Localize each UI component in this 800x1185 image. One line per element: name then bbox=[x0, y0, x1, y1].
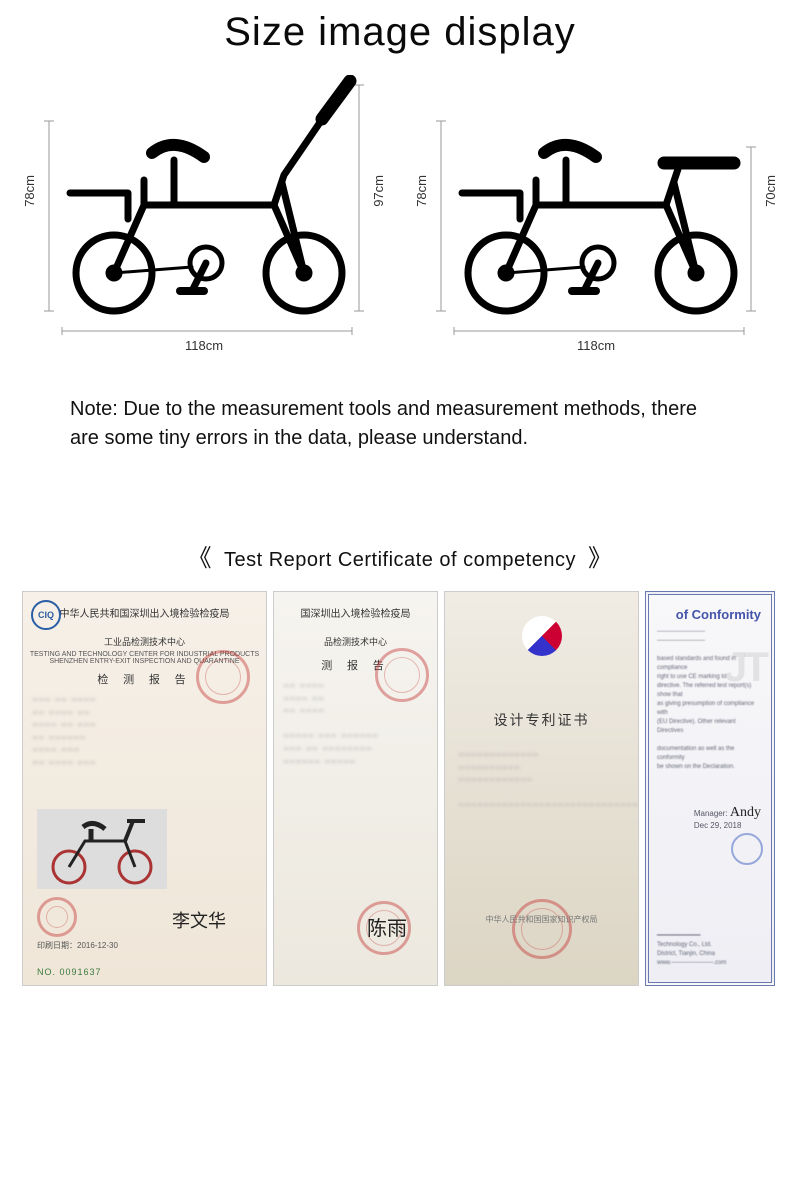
blue-stamp-icon bbox=[731, 833, 763, 865]
dim-left: 78cm bbox=[22, 175, 37, 207]
ciq-badge-icon: CIQ bbox=[31, 600, 61, 630]
cert1-subtitle: 工业品检测技术中心 bbox=[23, 637, 266, 649]
certificate-2: 国深圳出入境检验检疫局 品检测技术中心 测 报 告 ━━ ━━━━━━━━ ━━… bbox=[273, 591, 438, 986]
certificate-1: CIQ 中华人民共和国深圳出入境检验检疫局 工业品检测技术中心 TESTING … bbox=[22, 591, 267, 986]
cert4-title: of Conformity bbox=[649, 595, 771, 622]
page-title: Size image display bbox=[0, 0, 800, 75]
bike-thumbnail bbox=[37, 809, 167, 889]
cert2-title: 国深圳出入境检验检疫局 bbox=[274, 608, 437, 621]
measurement-note: Note: Due to the measurement tools and m… bbox=[0, 355, 800, 453]
red-stamp-icon bbox=[375, 648, 429, 702]
cert1-number: NO. 0091637 bbox=[37, 967, 102, 977]
red-stamp-icon bbox=[512, 899, 572, 959]
red-stamp-icon bbox=[37, 897, 77, 937]
cert4-date: Dec 29, 2018 bbox=[694, 821, 742, 830]
cert1-date-label: 印刷日期：2016-12-30 bbox=[37, 940, 118, 951]
certificates-row: CIQ 中华人民共和国深圳出入境检验检疫局 工业品检测技术中心 TESTING … bbox=[0, 591, 800, 986]
dim-right: 97cm bbox=[371, 175, 386, 207]
certificate-4: of Conformity ———————————————— based sta… bbox=[645, 591, 775, 986]
size-diagrams-row: 78cm 97cm 118cm bbox=[0, 75, 800, 355]
cert4-signature: Andy bbox=[730, 805, 761, 820]
bike-svg-right bbox=[416, 75, 776, 355]
red-stamp-icon bbox=[196, 650, 250, 704]
bike-svg-left bbox=[24, 75, 384, 355]
certificate-header: 《 Test Report Certificate of competency … bbox=[0, 538, 800, 573]
close-quote-icon: 》 bbox=[582, 546, 619, 572]
bike-diagram-right: 78cm 70cm 118cm bbox=[416, 75, 776, 355]
cert3-title: 设计专利证书 bbox=[445, 710, 638, 730]
patent-logo-icon bbox=[522, 616, 562, 656]
dim-left: 78cm bbox=[414, 175, 429, 207]
dim-right: 70cm bbox=[763, 175, 778, 207]
cert3-footer: 中华人民共和国国家知识产权局 bbox=[445, 914, 638, 925]
signature: 李文华 bbox=[172, 907, 226, 933]
cert2-subtitle: 品检测技术中心 bbox=[274, 637, 437, 649]
certificate-header-text: Test Report Certificate of competency bbox=[224, 549, 576, 571]
signature: 陈雨 bbox=[367, 912, 407, 941]
watermark: JT bbox=[724, 643, 765, 691]
bike-diagram-left: 78cm 97cm 118cm bbox=[24, 75, 384, 355]
dim-width: 118cm bbox=[185, 338, 223, 353]
cert3-body: ━━━━━━━━━━━━━━━━━━━━━━━━━━━━━━━━━━━━━━━━… bbox=[445, 730, 638, 833]
dim-width: 118cm bbox=[577, 338, 615, 353]
open-quote-icon: 《 bbox=[181, 546, 218, 572]
certificate-3: 设计专利证书 ━━━━━━━━━━━━━━━━━━━━━━━━━━━━━━━━━… bbox=[444, 591, 639, 986]
